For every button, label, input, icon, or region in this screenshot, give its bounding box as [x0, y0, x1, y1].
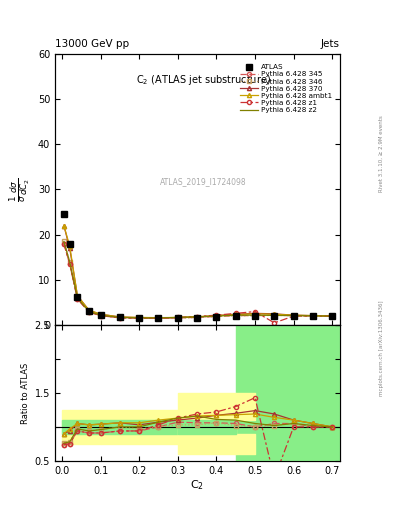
Legend: ATLAS, Pythia 6.428 345, Pythia 6.428 346, Pythia 6.428 370, Pythia 6.428 ambt1,: ATLAS, Pythia 6.428 345, Pythia 6.428 34…	[239, 63, 334, 115]
Bar	[101, 410, 178, 444]
Text: ATLAS_2019_I1724098: ATLAS_2019_I1724098	[160, 177, 246, 186]
Bar	[62, 410, 70, 444]
Text: Jets: Jets	[321, 38, 340, 49]
Bar	[62, 420, 340, 434]
X-axis label: C$_2$: C$_2$	[191, 478, 204, 492]
Bar	[70, 410, 101, 444]
Y-axis label: Ratio to ATLAS: Ratio to ATLAS	[22, 362, 31, 423]
Text: Rivet 3.1.10, ≥ 2.9M events: Rivet 3.1.10, ≥ 2.9M events	[379, 115, 384, 192]
Text: 13000 GeV pp: 13000 GeV pp	[55, 38, 129, 49]
Text: mcplots.cern.ch [arXiv:1306.3436]: mcplots.cern.ch [arXiv:1306.3436]	[379, 301, 384, 396]
Bar	[236, 393, 255, 454]
Bar	[178, 410, 236, 444]
Text: C$_2$ (ATLAS jet substructure): C$_2$ (ATLAS jet substructure)	[136, 73, 271, 87]
Bar	[255, 393, 340, 454]
Y-axis label: $\frac{1}{\sigma}\frac{d\sigma}{dC_2}$: $\frac{1}{\sigma}\frac{d\sigma}{dC_2}$	[9, 177, 32, 202]
